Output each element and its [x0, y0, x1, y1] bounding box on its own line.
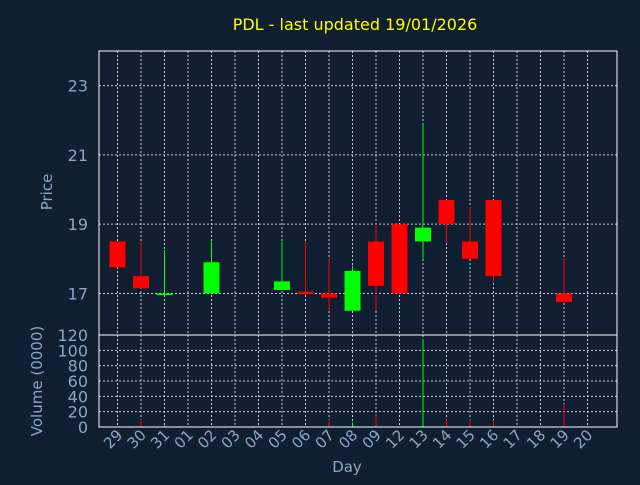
volume-tick-label: 40	[68, 387, 88, 406]
candle-body	[297, 291, 314, 295]
candle-body	[156, 293, 173, 296]
candle-body	[462, 241, 478, 259]
candle-body	[368, 241, 384, 286]
volume-plot-frame	[98, 334, 618, 428]
volume-tick-label: 100	[57, 341, 88, 360]
candle-body	[133, 276, 149, 289]
price-axis-label: Price	[38, 174, 56, 211]
candle-body	[109, 241, 126, 268]
price-tick-label: 17	[68, 284, 88, 303]
price-tick-label: 21	[68, 146, 88, 165]
price-axis-ticks: 17 19 21 23	[68, 77, 88, 304]
candle-body	[274, 281, 290, 290]
candle-body	[344, 270, 361, 311]
chart-title: PDL - last updated 19/01/2026	[233, 15, 478, 34]
price-tick-label: 19	[68, 215, 88, 234]
volume-tick-label: 120	[57, 326, 88, 345]
price-tick-label: 23	[68, 77, 88, 96]
volume-series	[140, 338, 565, 427]
candle-body	[415, 227, 431, 242]
volume-tick-label: 0	[78, 418, 88, 437]
candle-body	[485, 199, 502, 277]
day-axis-label: Day	[332, 458, 362, 476]
candlestick-series	[109, 123, 572, 311]
volume-tick-label: 60	[68, 372, 88, 391]
volume-tick-label: 20	[68, 403, 88, 422]
candle-body	[556, 293, 572, 303]
candle-body	[321, 293, 337, 298]
candle-body	[203, 262, 220, 294]
candle-body	[438, 199, 455, 225]
volume-tick-label: 80	[68, 357, 88, 376]
volume-axis-label: Volume (0000)	[28, 326, 46, 436]
candle-body	[391, 224, 408, 294]
